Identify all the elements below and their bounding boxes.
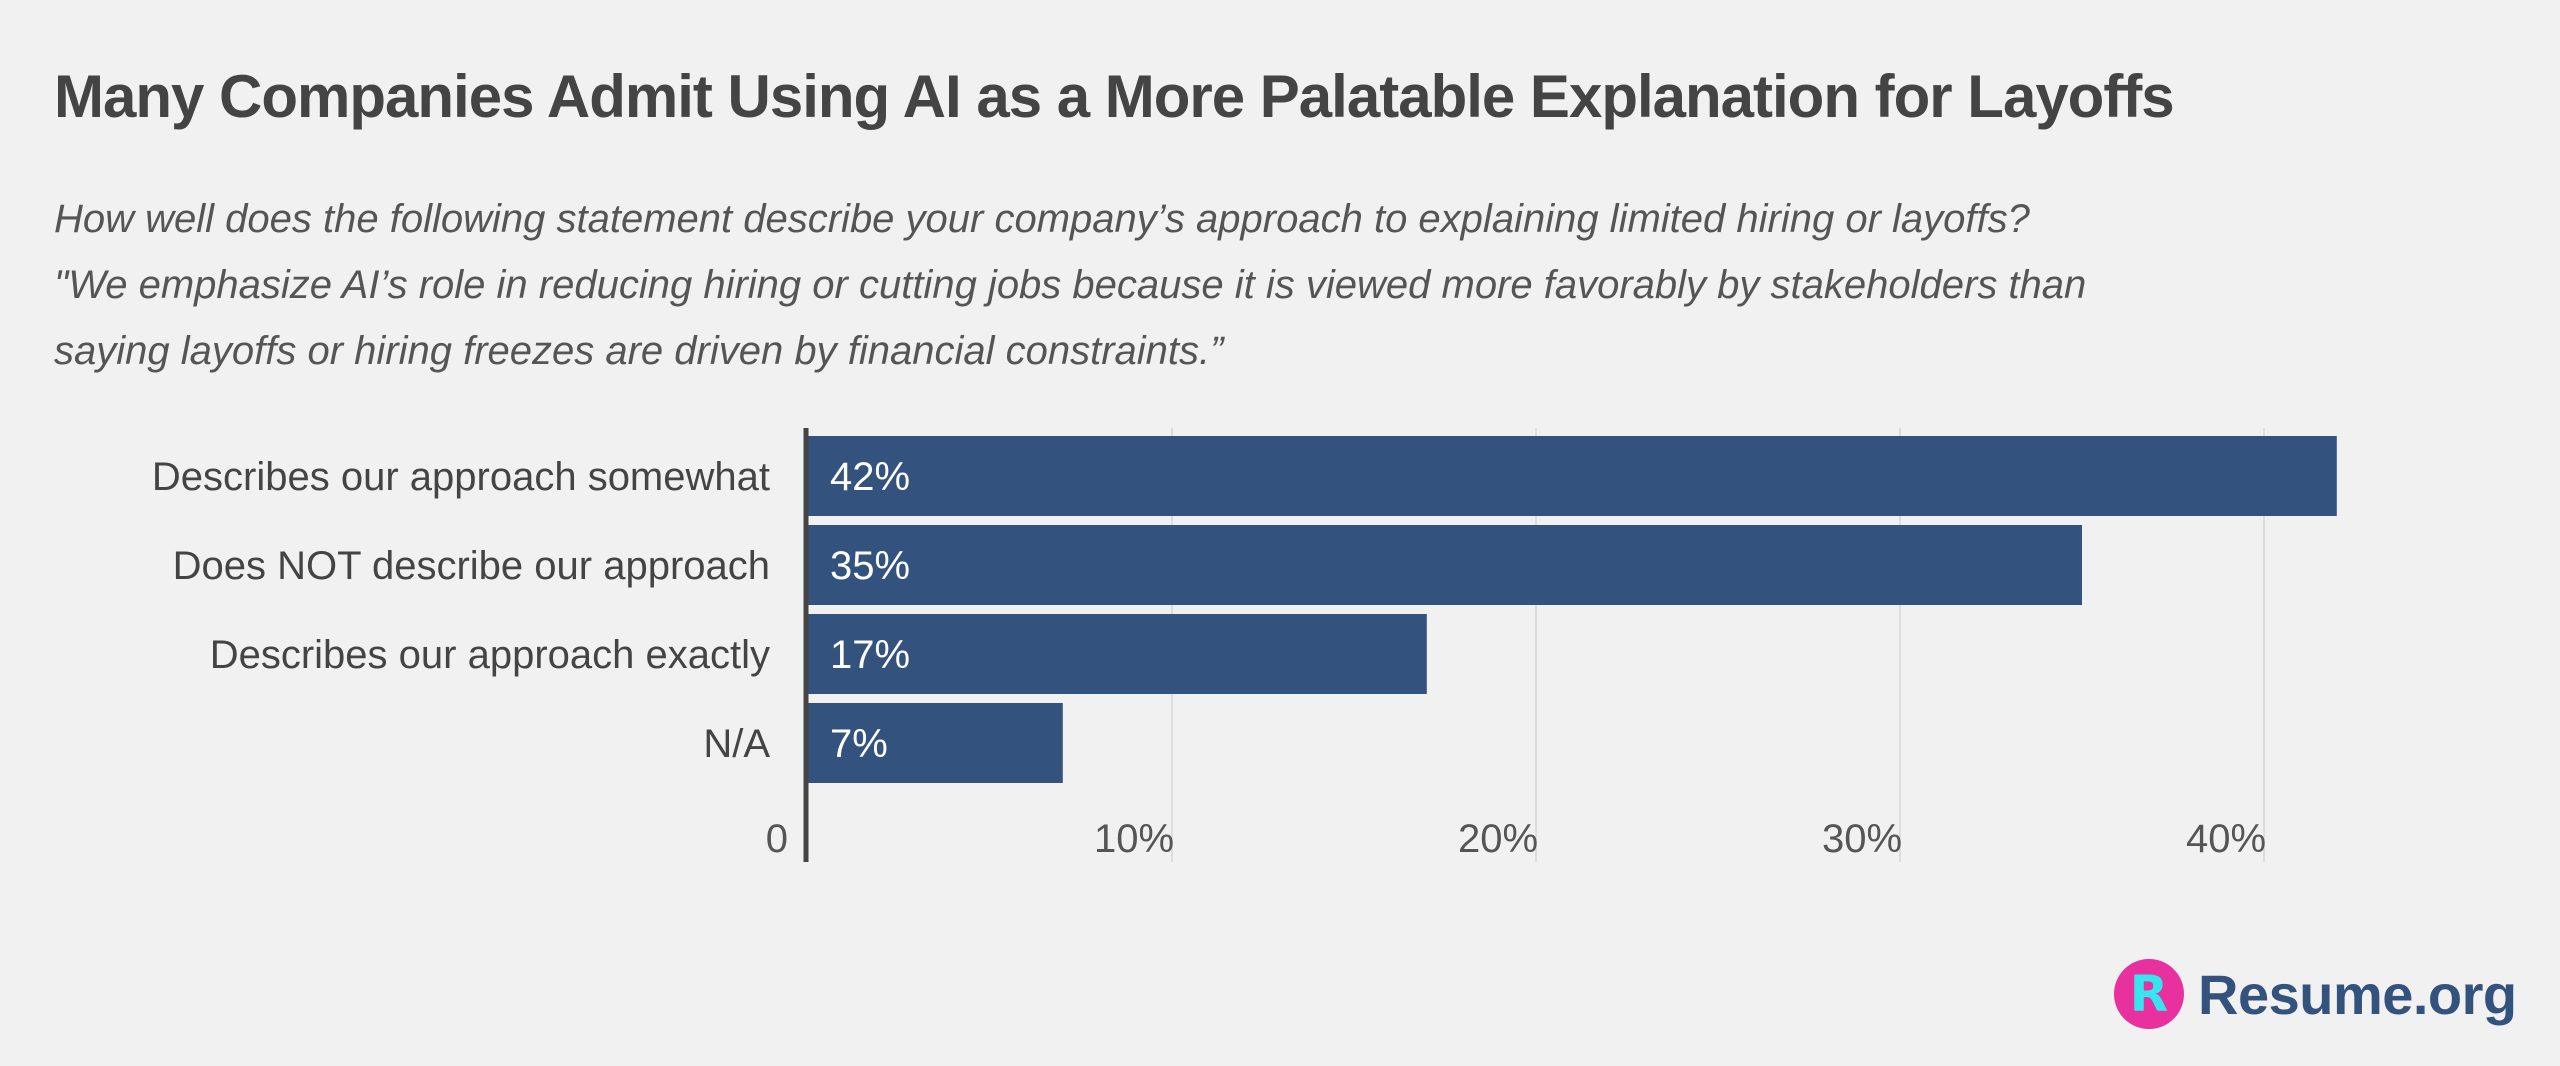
category-label: N/A — [703, 722, 770, 766]
bar-value-label: 42% — [830, 455, 910, 499]
subtitle-line: How well does the following statement de… — [54, 197, 2030, 241]
category-label: Describes our approach exactly — [210, 633, 770, 677]
subtitle-line: "We emphasize AI’s role in reducing hiri… — [54, 263, 2087, 307]
x-tick-label: 40% — [2186, 817, 2266, 861]
bar-value-label: 17% — [830, 633, 910, 677]
resume-logo-icon: R — [2114, 959, 2184, 1029]
bar — [808, 614, 1427, 694]
bar — [808, 436, 2337, 516]
bar-value-label: 35% — [830, 544, 910, 588]
chart-title: Many Companies Admit Using AI as a More … — [54, 63, 2175, 130]
bar-value-label: 7% — [830, 722, 888, 766]
x-tick-label: 30% — [1822, 817, 1902, 861]
x-tick-label: 10% — [1094, 817, 1174, 861]
logo-letter: R — [2129, 965, 2169, 1023]
category-label: Does NOT describe our approach — [173, 544, 770, 588]
x-tick-label: 0 — [766, 817, 788, 861]
brand-name: Resume.org — [2198, 962, 2517, 1026]
category-label: Describes our approach somewhat — [152, 455, 770, 499]
subtitle-line: saying layoffs or hiring freezes are dri… — [54, 329, 1224, 373]
bar — [808, 525, 2082, 605]
chart-subtitle: How well does the following statement de… — [54, 186, 2504, 384]
x-tick-label: 20% — [1458, 817, 1538, 861]
brand-logo[interactable]: R Resume.org — [2114, 956, 2517, 1032]
bar — [808, 703, 1063, 783]
